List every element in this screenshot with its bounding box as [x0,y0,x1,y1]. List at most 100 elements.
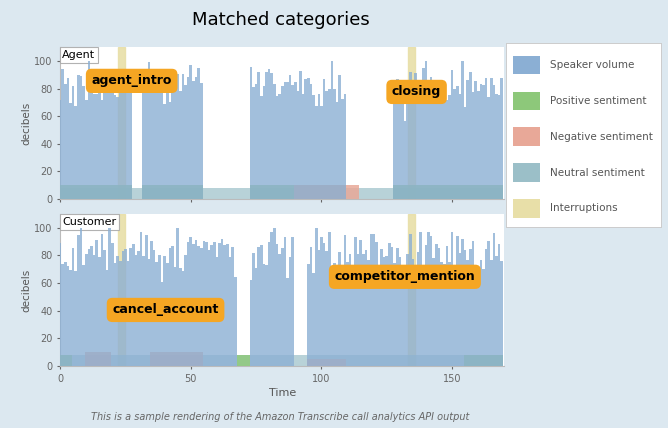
Bar [307,355,310,366]
Bar [393,355,396,366]
Bar [197,185,200,199]
Bar [108,352,111,366]
Bar [365,188,367,199]
Bar [339,188,341,199]
Bar [253,87,255,199]
Bar [194,355,197,366]
Bar [166,352,168,366]
Bar [289,75,291,199]
Bar [331,185,333,199]
Bar [257,185,260,199]
Bar [440,185,443,199]
Bar [273,188,276,199]
Bar [118,47,126,199]
Bar [179,92,182,199]
Bar [446,246,448,366]
Bar [96,94,98,199]
Bar [145,355,148,366]
Bar [414,73,417,199]
Bar [244,355,247,366]
Bar [142,92,145,199]
Bar [93,355,96,366]
Bar [469,355,472,366]
Bar [140,232,142,366]
Bar [343,235,346,366]
Bar [176,188,179,199]
Bar [391,188,393,199]
Bar [148,355,150,366]
Bar [325,355,328,366]
Bar [171,188,174,199]
Bar [333,185,336,199]
Bar [150,352,153,366]
Bar [79,188,82,199]
Bar [466,185,469,199]
Bar [260,245,263,366]
Bar [474,185,477,199]
Bar [477,91,480,199]
Bar [268,188,271,199]
Bar [289,188,291,199]
Bar [315,107,317,199]
Bar [85,355,88,366]
Bar [75,270,77,366]
Bar [156,86,158,199]
Bar [255,83,257,199]
Bar [498,355,500,366]
Bar [202,188,205,199]
Bar [200,355,202,366]
Bar [108,90,111,199]
Bar [323,359,325,366]
Bar [291,185,294,199]
Bar [171,68,174,199]
Bar [130,188,132,199]
Bar [192,244,194,366]
Bar [202,355,205,366]
Bar [380,249,383,366]
Bar [231,188,234,199]
Bar [488,185,490,199]
FancyBboxPatch shape [512,56,540,74]
Bar [231,355,234,366]
Bar [260,188,263,199]
Bar [312,185,315,199]
Bar [417,355,420,366]
Bar [140,188,142,199]
Bar [64,188,67,199]
Bar [265,185,268,199]
Bar [500,188,503,199]
Bar [490,355,492,366]
Bar [247,355,250,366]
Bar [492,355,495,366]
Bar [279,188,281,199]
Bar [145,185,148,199]
Bar [294,82,297,199]
Bar [216,355,218,366]
Bar [323,185,325,199]
Bar [406,188,409,199]
Bar [174,355,176,366]
Bar [498,188,500,199]
Bar [411,259,414,366]
Bar [273,228,276,366]
Bar [96,352,98,366]
Bar [317,185,320,199]
Bar [187,185,190,199]
Bar [336,359,339,366]
Bar [101,188,104,199]
Bar [72,86,75,199]
Bar [93,255,96,366]
Bar [216,188,218,199]
Bar [106,270,108,366]
Bar [385,188,388,199]
Bar [325,188,328,199]
Bar [93,188,96,199]
Bar [116,256,119,366]
Bar [435,355,438,366]
Bar [228,355,231,366]
Bar [341,355,343,366]
Bar [328,185,331,199]
Bar [85,254,88,366]
Bar [260,96,263,199]
Bar [268,68,271,199]
